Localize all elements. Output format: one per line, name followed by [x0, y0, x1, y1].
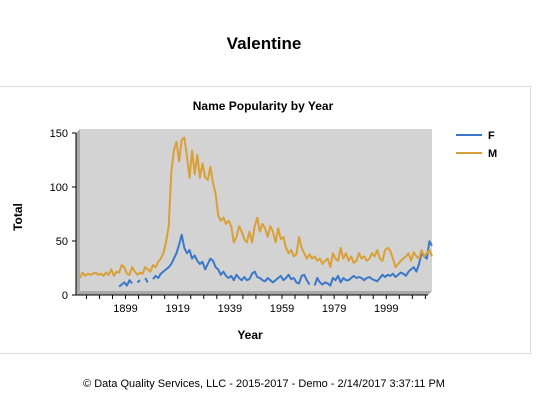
y-tick-label: 0: [62, 290, 68, 302]
x-tick-label: 1939: [218, 303, 242, 315]
y-tick-label: 50: [56, 236, 68, 248]
plot-depth-bottom: [76, 291, 432, 295]
chart-panel: Name Popularity by Year 0 50 100 150 1899 19…: [0, 86, 531, 354]
plot-depth-left: [76, 129, 80, 295]
page-title: Valentine: [226, 34, 302, 53]
y-axis-label: Total: [11, 203, 25, 231]
y-tick-label: 100: [50, 182, 68, 194]
plot-area: [80, 129, 432, 291]
series-line-m: [79, 136, 433, 279]
y-tick-label: 150: [50, 128, 68, 140]
series-line-f: [118, 233, 433, 288]
legend: FM: [456, 130, 497, 160]
x-tick-label: 1899: [113, 303, 137, 315]
series-layer: [79, 136, 433, 288]
x-axis-label: Year: [237, 328, 263, 342]
x-tick-label: 1979: [322, 303, 346, 315]
x-tick-label: 1919: [165, 303, 189, 315]
chart-title: Name Popularity by Year: [193, 99, 334, 113]
footer-copyright: © Data Quality Services, LLC - 2015-2017…: [83, 378, 445, 390]
x-ticks: 1899 1919 1939 1959 1979 1999: [85, 295, 426, 315]
x-tick-label: 1959: [270, 303, 294, 315]
x-tick-label: 1999: [374, 303, 398, 315]
legend-label-f: F: [488, 130, 495, 142]
y-ticks: 0 50 100 150: [50, 128, 76, 302]
legend-label-m: M: [488, 148, 497, 160]
chart-svg: Name Popularity by Year 0 50 100 150 1899 19…: [11, 99, 497, 342]
